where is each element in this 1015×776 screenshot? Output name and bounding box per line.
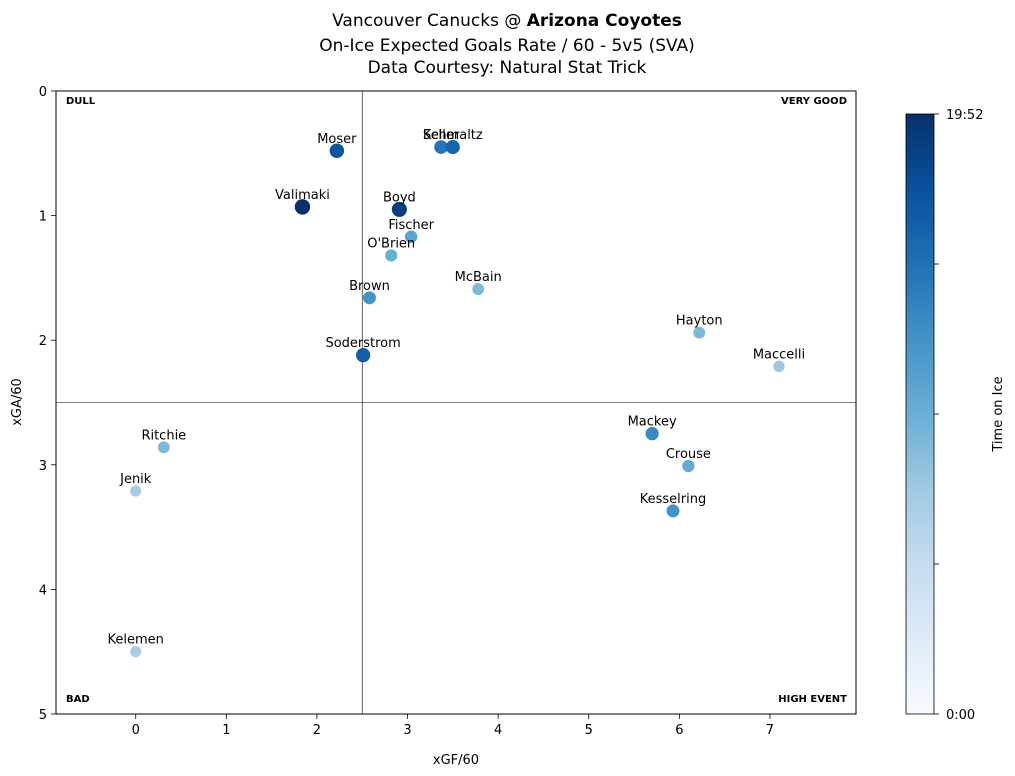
point-label: Mackey: [628, 415, 677, 430]
x-tick-label: 3: [403, 723, 411, 738]
colorbar: [905, 113, 935, 715]
reference-lines: [56, 91, 856, 714]
scatter-point: [645, 427, 659, 441]
point-label: Valimaki: [275, 188, 330, 203]
point-label: Schmaltz: [423, 128, 483, 143]
point-label: Hayton: [676, 314, 723, 329]
scatter-point: [130, 485, 142, 497]
point-label: Soderstrom: [325, 336, 400, 351]
plot-frame: [55, 90, 857, 715]
scatter-point: [693, 326, 706, 339]
y-tick-label: 3: [39, 459, 47, 474]
quadrant-label-bad: BAD: [66, 694, 90, 705]
scatter-point: [157, 441, 170, 454]
point-label: Boyd: [383, 190, 416, 205]
x-tick-label: 1: [222, 723, 230, 738]
title-line-2: On-Ice Expected Goals Rate / 60 - 5v5 (S…: [319, 36, 695, 56]
x-axis-label: xGF/60: [433, 753, 479, 768]
point-label: Moser: [317, 132, 357, 147]
scatter-point: [682, 459, 695, 473]
scatter-point: [294, 199, 311, 215]
scatter-point: [130, 646, 142, 658]
scatter-point: [773, 360, 785, 373]
x-tick-label: 0: [132, 723, 140, 738]
y-tick-label: 1: [39, 210, 47, 225]
scatter-point: [472, 283, 485, 296]
scatter-point: [362, 291, 376, 305]
scatter-point: [391, 201, 407, 217]
scatter-point: [329, 143, 345, 159]
colorbar-min-label: 0:00: [946, 708, 975, 723]
scatter-point: [434, 140, 448, 154]
y-axis-label: xGA/60: [10, 378, 25, 426]
scatter-point: [404, 230, 418, 244]
point-label: Fischer: [388, 218, 434, 233]
point-label: Kesselring: [640, 492, 706, 507]
x-tick-label: 7: [766, 723, 774, 738]
point-label: Jenik: [119, 472, 152, 487]
x-axis-ticks: 0 1 2 3 4 5 6 7: [132, 714, 774, 738]
title-home-team: Arizona Coyotes: [527, 11, 682, 31]
scatter-point: [385, 249, 398, 262]
colorbar-label: Time on Ice: [991, 376, 1006, 452]
x-tick-label: 4: [494, 723, 502, 738]
quadrant-label-high-event: HIGH EVENT: [778, 694, 847, 705]
x-tick-label: 2: [313, 723, 321, 738]
chart-title: Vancouver Canucks @ Arizona Coyotes On-I…: [319, 11, 695, 78]
point-label: McBain: [455, 270, 502, 285]
data-points: [130, 140, 785, 658]
y-tick-label: 2: [39, 334, 47, 349]
y-axis-ticks: 0 1 2 3 4 5: [39, 85, 56, 723]
point-label: Crouse: [666, 447, 711, 462]
quadrant-label-very-good: VERY GOOD: [781, 96, 847, 107]
point-label: Kelemen: [108, 633, 164, 648]
point-label: Keller: [423, 128, 460, 143]
y-tick-label: 0: [39, 85, 47, 100]
title-line-3: Data Courtesy: Natural Stat Trick: [368, 58, 647, 78]
colorbar-max-label: 19:52: [946, 108, 983, 123]
scatter-point: [356, 348, 371, 363]
title-prefix: Vancouver Canucks @: [332, 11, 527, 31]
title-line-1: Vancouver Canucks @ Arizona Coyotes: [332, 11, 682, 31]
point-label: O'Brien: [367, 236, 415, 251]
scatter-point: [445, 140, 460, 155]
x-tick-label: 5: [585, 723, 593, 738]
colorbar-ticks: [934, 113, 939, 715]
point-label: Brown: [349, 279, 390, 294]
point-label: Ritchie: [141, 428, 186, 443]
point-label: Maccelli: [753, 347, 805, 362]
y-tick-label: 4: [39, 583, 47, 598]
scatter-point: [666, 504, 680, 518]
x-tick-label: 6: [675, 723, 683, 738]
quadrant-label-dull: DULL: [66, 96, 96, 107]
y-tick-label: 5: [39, 708, 47, 723]
